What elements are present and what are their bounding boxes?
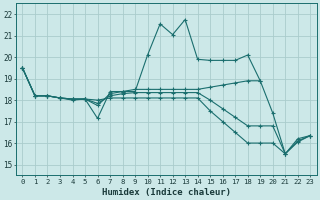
X-axis label: Humidex (Indice chaleur): Humidex (Indice chaleur): [102, 188, 231, 197]
